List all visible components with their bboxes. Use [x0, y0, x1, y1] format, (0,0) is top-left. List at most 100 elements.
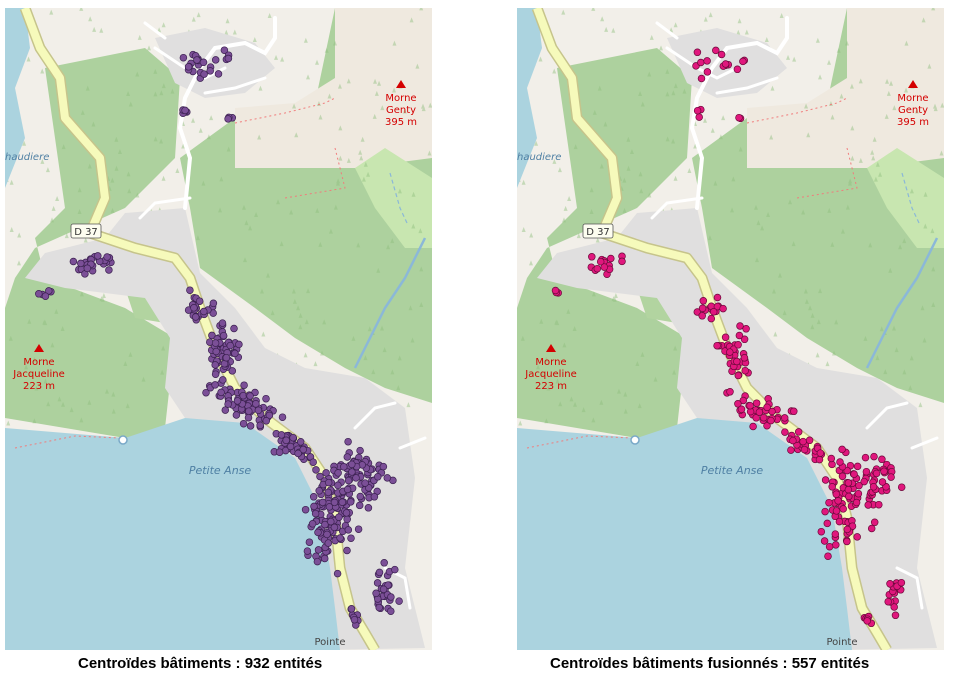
building-centroid-point [282, 436, 290, 445]
building-centroid-point [327, 517, 335, 526]
building-centroid-point [391, 565, 399, 574]
trail-west [526, 147, 858, 449]
building-centroid-point [698, 304, 707, 313]
building-centroid-point [224, 400, 232, 408]
building-centroid-point [256, 421, 264, 430]
road-shield-label: D 37 [586, 227, 610, 238]
building-centroid-point [211, 339, 220, 347]
building-centroid-point [200, 307, 208, 316]
building-centroid-point [348, 468, 356, 476]
road-shield: D 37 [70, 223, 102, 239]
building-centroid-point [232, 411, 241, 419]
peak-north-name: Morne [385, 93, 416, 104]
building-centroid-point [735, 331, 744, 340]
building-centroid-point [737, 405, 746, 414]
peak-west-elevation: 223 m [535, 381, 567, 392]
building-centroid-point [310, 502, 318, 511]
peak-north-icon [396, 80, 406, 88]
building-centroid-point [790, 407, 798, 416]
building-centroid-point [309, 493, 318, 501]
road-shield-label: D 37 [74, 227, 98, 238]
building-centroid-point [219, 331, 228, 340]
building-centroid-point [852, 498, 861, 507]
building-centroid-point [208, 331, 216, 340]
building-centroid-point [787, 446, 795, 454]
building-centroid-point [884, 597, 892, 606]
building-centroid-point [395, 597, 403, 605]
building-centroid-point [890, 603, 898, 611]
building-centroid-point [588, 253, 596, 261]
building-centroid-point [222, 353, 231, 362]
building-centroid-point [380, 559, 388, 567]
building-centroid-point [789, 436, 797, 445]
building-centroid-point [374, 473, 382, 481]
building-centroid-point [211, 361, 219, 369]
forest-west [5, 48, 180, 438]
building-centroid-point [379, 462, 388, 471]
stream [901, 172, 920, 224]
peak-west-name2: Jacqueline [12, 369, 64, 380]
building-centroid-point [834, 497, 842, 505]
building-centroid-point [275, 448, 284, 456]
building-centroid-point [324, 478, 333, 487]
building-centroid-point [330, 498, 339, 507]
building-centroid-point [832, 541, 840, 549]
building-centroid-point [347, 534, 355, 542]
building-centroid-point [799, 437, 807, 446]
forest-west [517, 48, 692, 438]
building-centroid-point [318, 498, 327, 507]
building-centroid-point [712, 46, 720, 55]
building-centroid-point [289, 433, 297, 442]
building-centroid-point [739, 57, 747, 66]
building-centroid-point [313, 557, 322, 566]
building-centroid-point [713, 341, 721, 350]
building-centroid-point [370, 493, 379, 501]
building-centroid-point [342, 509, 351, 517]
building-centroid-point [607, 254, 615, 263]
building-centroid-point [824, 552, 832, 560]
building-centroid-point [305, 538, 314, 546]
building-centroid-point [343, 485, 352, 494]
building-centroid-point [333, 569, 342, 578]
building-centroid-point [314, 528, 322, 537]
building-centroid-point [767, 416, 775, 425]
place-label-west: haudiere [517, 152, 561, 163]
building-centroid-point [195, 297, 204, 305]
building-centroid-point [878, 478, 887, 486]
building-centroid-point [387, 607, 395, 615]
building-centroid-point [246, 392, 254, 400]
building-centroid-point [312, 466, 320, 474]
building-centroid-point [831, 530, 840, 538]
building-centroid-point [551, 286, 560, 295]
building-centroid-point [343, 546, 351, 555]
building-centroid-point [794, 428, 803, 436]
building-centroid-point [805, 436, 814, 445]
building-centroid-point [35, 290, 43, 298]
building-centroid-point [703, 68, 712, 76]
building-centroid-point [355, 501, 364, 510]
peak-north-icon [908, 80, 918, 88]
building-centroid-point [103, 253, 111, 261]
building-centroid-point [820, 537, 829, 545]
building-centroid-point [321, 520, 329, 529]
building-centroid-point [240, 381, 248, 389]
building-centroid-point [736, 322, 744, 330]
building-centroid-point [746, 401, 754, 410]
building-centroid-point [316, 472, 324, 481]
building-centroid-point [69, 257, 78, 266]
building-centroid-point [219, 376, 227, 384]
building-centroid-point [346, 498, 355, 506]
building-centroid-point [861, 453, 870, 462]
building-centroid-point [181, 106, 189, 115]
building-centroid-point [860, 477, 868, 486]
building-centroid-point [854, 489, 863, 498]
caption-right: Centroïdes bâtiments fusionnés : 557 ent… [550, 655, 870, 672]
building-centroid-point [821, 476, 830, 484]
building-centroid-point [206, 67, 214, 75]
forest-areas [5, 8, 432, 438]
building-centroid-point [836, 458, 844, 466]
building-centroid-point [354, 525, 363, 533]
